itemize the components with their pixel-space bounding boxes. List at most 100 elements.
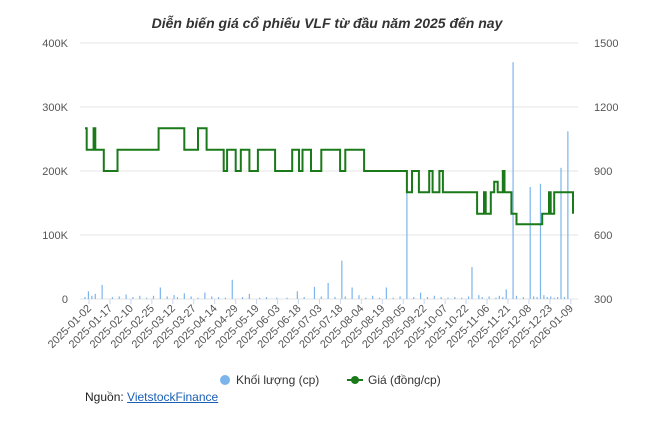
y-axis-right: 300 600 900 1200 1500 [594, 38, 618, 306]
volume-bar [241, 297, 244, 299]
volume-bar [467, 296, 470, 299]
y-left-tick-label: 0 [62, 294, 68, 306]
volume-bar [454, 297, 456, 299]
volume-bar [413, 297, 415, 299]
volume-bar [358, 295, 360, 299]
y-right-tick-label: 1500 [594, 38, 618, 50]
volume-bar [378, 297, 381, 299]
volume-bar [344, 296, 346, 299]
source-link[interactable]: VietstockFinance [127, 390, 219, 404]
volume-bar [533, 296, 535, 299]
volume-bar [84, 297, 86, 299]
volume-bar [481, 297, 483, 299]
x-axis: 2025-01-022025-01-172025-02-102025-02-25… [46, 299, 576, 351]
volume-bar [248, 293, 250, 299]
volume-bar [392, 297, 394, 299]
volume-bar [471, 267, 473, 299]
volume-bar [543, 295, 545, 299]
volume-bar [94, 293, 96, 299]
volume-bar [303, 297, 305, 299]
volume-bar [488, 296, 490, 299]
volume-bar [320, 296, 322, 299]
volume-bar [101, 284, 103, 299]
volume-bar [522, 297, 524, 299]
volume-bar [512, 62, 514, 300]
volume-bar [111, 297, 113, 299]
legend-volume-marker [220, 375, 230, 385]
volume-bar [139, 295, 141, 299]
volume-bar [420, 292, 422, 299]
volume-bar [495, 297, 497, 299]
volume-bar [478, 295, 480, 299]
volume-bar [313, 286, 316, 299]
legend: Khối lượng (cp) Giá (đồng/cp) [220, 373, 441, 387]
y-right-tick-label: 900 [594, 166, 612, 178]
volume-bar [265, 297, 268, 299]
volume-bar [87, 291, 90, 299]
volume-bar [183, 293, 185, 299]
volume-bar [529, 187, 531, 299]
volume-bar [132, 297, 134, 299]
volume-bar [365, 297, 367, 299]
volume-bar [539, 183, 542, 299]
volume-bar [546, 297, 548, 299]
legend-price-label: Giá (đồng/cp) [368, 373, 441, 387]
volume-bar [296, 291, 298, 299]
volume-bar [327, 283, 329, 299]
volume-bar [91, 295, 93, 299]
price-line [85, 127, 574, 226]
volume-bar [176, 297, 179, 299]
volume-bar [118, 296, 120, 299]
volume-bar [125, 294, 127, 299]
volume-bar [433, 295, 435, 299]
volume-bar [211, 296, 213, 299]
volume-bar [560, 167, 562, 299]
volume-bar [152, 295, 155, 299]
volume-bar [341, 260, 343, 299]
y-left-tick-label: 400K [42, 38, 68, 50]
volume-bar [204, 292, 206, 299]
volume-bar [515, 295, 518, 299]
volume-bar [286, 297, 288, 299]
y-right-tick-label: 600 [594, 230, 612, 242]
volume-bar [231, 279, 233, 299]
y-left-tick-label: 300K [42, 102, 68, 114]
y-right-tick-label: 300 [594, 294, 612, 306]
y-axis-left: 0 100K 200K 300K 400K [42, 38, 68, 306]
volume-bar [372, 295, 374, 299]
legend-item-price[interactable]: Giá (đồng/cp) [347, 373, 441, 387]
volume-bar [567, 131, 569, 299]
volume-bar [224, 297, 227, 299]
volume-bar [334, 297, 336, 299]
volume-bar [276, 297, 278, 299]
y-left-tick-label: 100K [42, 230, 68, 242]
source-line: Nguồn: VietstockFinance [85, 390, 218, 404]
volume-bar [166, 296, 168, 299]
y-right-tick-label: 1200 [594, 102, 618, 114]
volume-bar [399, 296, 401, 299]
volume-bar [553, 297, 555, 299]
volume-bar [190, 296, 192, 299]
volume-bar [536, 297, 538, 299]
volume-series [84, 62, 569, 300]
volume-bar [385, 287, 387, 299]
volume-bar [259, 297, 261, 299]
volume-bar [197, 297, 199, 299]
volume-bar [406, 177, 408, 299]
volume-bar [556, 297, 559, 299]
y-left-tick-label: 200K [42, 166, 68, 178]
chart-title: Diễn biến giá cổ phiếu VLF từ đầu năm 20… [152, 15, 504, 31]
volume-bar [146, 297, 148, 299]
volume-bar [461, 297, 463, 299]
volume-bar [505, 289, 507, 299]
source-label: Nguồn: [85, 390, 124, 404]
volume-bar [217, 297, 220, 299]
grid-lines [80, 42, 578, 300]
volume-bar [563, 297, 566, 299]
volume-bar [550, 296, 552, 299]
volume-bar [159, 287, 161, 299]
volume-bar [498, 295, 500, 299]
legend-item-volume[interactable]: Khối lượng (cp) [220, 373, 319, 387]
legend-volume-label: Khối lượng (cp) [236, 373, 319, 387]
